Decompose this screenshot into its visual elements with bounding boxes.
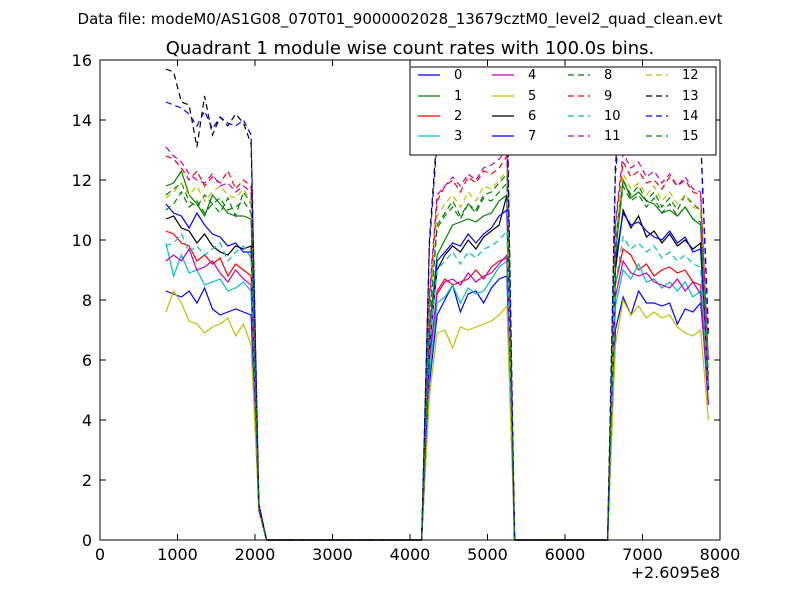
y-tick-label: 8 (82, 291, 92, 310)
legend-label-12: 12 (682, 68, 699, 83)
legend-box (409, 66, 717, 156)
y-tick-label: 12 (72, 171, 92, 190)
data-file-label: Data file: modeM0/AS1G08_070T01_90000020… (78, 10, 723, 29)
chart-title: Quadrant 1 module wise count rates with … (166, 38, 655, 59)
series-line-0 (165, 275, 709, 541)
series-line-5 (165, 289, 709, 541)
legend-label-3: 3 (454, 129, 462, 144)
legend-label-6: 6 (528, 109, 536, 124)
legend-label-14: 14 (682, 109, 699, 124)
x-tick-label: 5000 (467, 545, 508, 564)
x-offset-label: +2.6095e8 (631, 563, 720, 582)
legend-label-1: 1 (454, 89, 462, 104)
x-tick-label: 2000 (235, 545, 276, 564)
legend-label-11: 11 (604, 129, 621, 144)
x-tick-label: 1000 (157, 545, 198, 564)
y-tick-label: 6 (82, 351, 92, 370)
series-line-1 (165, 169, 709, 541)
legend-label-15: 15 (682, 129, 699, 144)
legend-label-8: 8 (604, 68, 612, 83)
x-axis: 0 1000 2000 3000 4000 5000 6000 7000 8000 (95, 60, 740, 564)
legend-label-13: 13 (682, 89, 699, 104)
series-line-12 (165, 169, 709, 541)
x-tick-label: 8000 (700, 545, 741, 564)
legend-label-0: 0 (454, 68, 462, 83)
legend-label-4: 4 (528, 68, 536, 83)
legend-label-10: 10 (604, 109, 621, 124)
y-tick-label: 14 (72, 111, 92, 130)
series-line-9 (165, 154, 709, 541)
y-tick-label: 4 (82, 411, 92, 430)
legend-label-7: 7 (528, 129, 536, 144)
x-tick-label: 7000 (622, 545, 663, 564)
series-line-14 (165, 87, 709, 541)
x-tick-label: 6000 (545, 545, 586, 564)
legend-label-2: 2 (454, 109, 462, 124)
x-tick-label: 4000 (390, 545, 431, 564)
x-tick-label: 0 (95, 545, 105, 564)
series-line-8 (165, 172, 709, 541)
y-tick-label: 10 (72, 231, 92, 250)
y-tick-label: 16 (72, 51, 92, 70)
y-tick-label: 0 (82, 531, 92, 550)
legend-label-5: 5 (528, 89, 536, 104)
series-line-10 (165, 229, 709, 541)
series-line-6 (165, 194, 709, 541)
legend-label-9: 9 (604, 89, 612, 104)
series-line-3 (165, 242, 709, 541)
x-tick-label: 3000 (312, 545, 353, 564)
series-line-15 (165, 181, 709, 541)
y-tick-label: 2 (82, 471, 92, 490)
series-line-2 (165, 230, 709, 541)
